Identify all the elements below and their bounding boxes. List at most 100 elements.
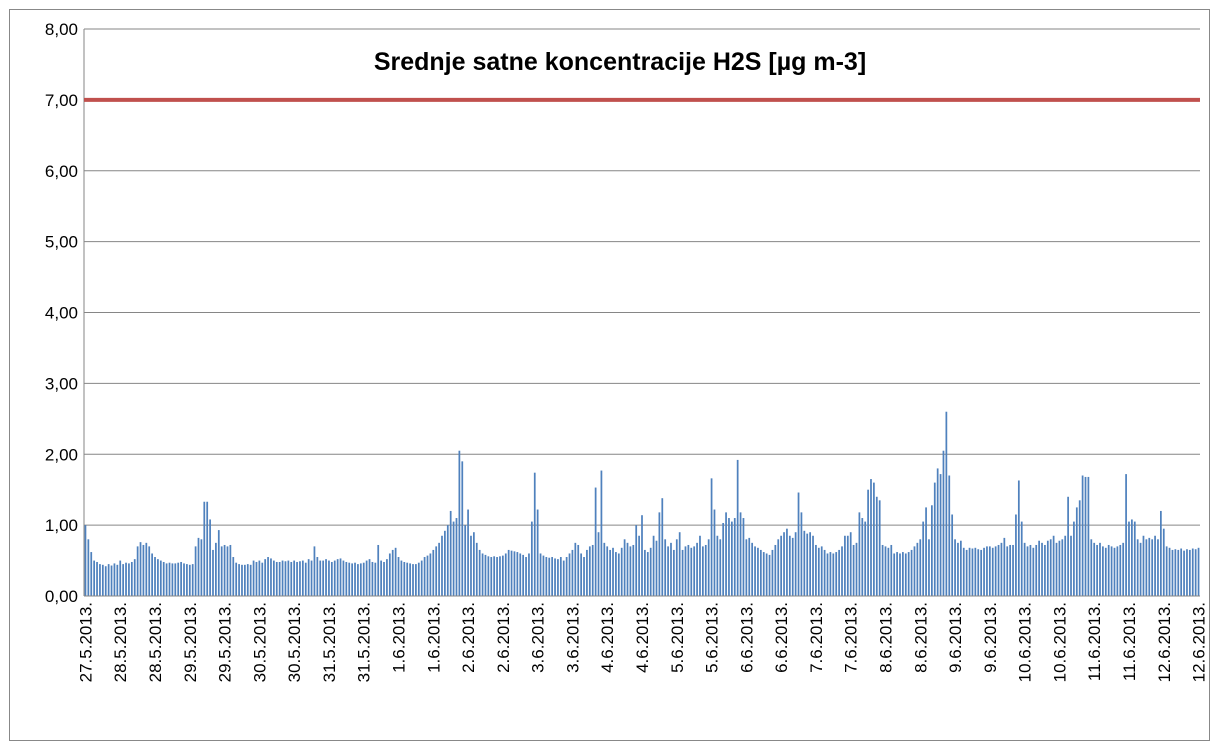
bar bbox=[136, 546, 139, 596]
x-tick-label: 5.6.2013. bbox=[668, 602, 687, 673]
bar bbox=[919, 539, 922, 596]
bar bbox=[293, 560, 296, 596]
bar bbox=[139, 542, 142, 596]
y-tick-label: 6,00 bbox=[45, 162, 78, 181]
bar bbox=[571, 549, 574, 596]
bar bbox=[986, 546, 988, 596]
bar bbox=[536, 509, 539, 596]
bar bbox=[206, 501, 209, 596]
bar bbox=[417, 562, 420, 596]
bar bbox=[635, 525, 638, 596]
bar bbox=[290, 561, 293, 596]
bar bbox=[838, 549, 840, 596]
bar bbox=[284, 561, 287, 596]
bar bbox=[803, 530, 806, 596]
bar bbox=[997, 544, 1000, 596]
y-tick-label: 2,00 bbox=[45, 445, 78, 464]
bar bbox=[351, 563, 353, 596]
bar bbox=[183, 563, 185, 596]
bar bbox=[299, 561, 301, 596]
bar bbox=[754, 546, 756, 596]
bar bbox=[354, 562, 356, 596]
bar bbox=[157, 559, 159, 596]
bar bbox=[817, 547, 820, 596]
bar bbox=[1188, 549, 1191, 596]
bar bbox=[783, 532, 785, 596]
bar bbox=[261, 562, 264, 596]
bar bbox=[212, 549, 214, 596]
bar bbox=[1023, 542, 1026, 596]
bar bbox=[371, 561, 374, 596]
bar bbox=[702, 546, 704, 596]
bar bbox=[499, 556, 501, 596]
bar bbox=[1191, 548, 1194, 596]
bar bbox=[687, 544, 690, 596]
bar bbox=[481, 553, 484, 596]
bar bbox=[441, 535, 443, 596]
bar bbox=[264, 559, 267, 596]
bar bbox=[852, 544, 855, 596]
bar bbox=[916, 542, 919, 596]
bar bbox=[180, 561, 182, 596]
bar bbox=[484, 554, 487, 596]
bar bbox=[1029, 544, 1032, 596]
bar bbox=[177, 562, 180, 596]
bar bbox=[296, 561, 298, 596]
bar bbox=[516, 552, 519, 596]
bar bbox=[1177, 549, 1180, 596]
bar bbox=[1070, 535, 1072, 596]
bar bbox=[565, 557, 568, 596]
bar bbox=[272, 560, 275, 596]
bar bbox=[1102, 546, 1104, 596]
bar bbox=[1058, 540, 1061, 596]
bar bbox=[394, 547, 397, 596]
bar bbox=[936, 468, 939, 596]
bar bbox=[359, 563, 362, 596]
bar bbox=[235, 562, 238, 596]
bar bbox=[1064, 535, 1067, 596]
x-tick-label: 27.5.2013. bbox=[76, 602, 95, 682]
bar bbox=[1084, 476, 1087, 596]
bar bbox=[174, 563, 177, 596]
bar bbox=[1087, 476, 1090, 596]
bar bbox=[510, 550, 513, 596]
bar bbox=[745, 539, 748, 596]
bar bbox=[101, 564, 104, 596]
bar bbox=[519, 553, 522, 596]
bar bbox=[171, 563, 174, 596]
bar bbox=[568, 553, 571, 596]
bar bbox=[1122, 542, 1125, 596]
bar bbox=[278, 561, 281, 596]
bar bbox=[244, 564, 246, 596]
x-tick-label: 2.6.2013. bbox=[459, 602, 478, 673]
bar bbox=[96, 561, 98, 596]
x-tick-label: 7.6.2013. bbox=[842, 602, 861, 673]
x-tick-label: 12.6.2013. bbox=[1155, 602, 1174, 682]
bar bbox=[1090, 539, 1093, 596]
bar bbox=[386, 559, 388, 596]
bar bbox=[902, 552, 904, 596]
bar bbox=[667, 546, 669, 596]
bar bbox=[826, 553, 829, 596]
bar bbox=[1162, 528, 1165, 596]
bar bbox=[615, 552, 617, 596]
bar bbox=[429, 553, 432, 596]
bar bbox=[148, 546, 151, 596]
bar bbox=[791, 537, 794, 596]
bar bbox=[928, 539, 930, 596]
bar bbox=[1110, 546, 1113, 596]
bar bbox=[191, 564, 194, 596]
bar bbox=[681, 549, 684, 596]
bar bbox=[736, 459, 739, 596]
bar bbox=[325, 559, 327, 596]
bar bbox=[559, 557, 562, 596]
bar bbox=[551, 557, 554, 596]
bar bbox=[759, 549, 762, 596]
bar bbox=[786, 528, 788, 596]
bar bbox=[548, 557, 551, 596]
bar bbox=[464, 525, 467, 596]
bar bbox=[887, 547, 890, 596]
bar bbox=[426, 555, 429, 596]
bar bbox=[1133, 521, 1136, 596]
bar bbox=[846, 535, 849, 596]
